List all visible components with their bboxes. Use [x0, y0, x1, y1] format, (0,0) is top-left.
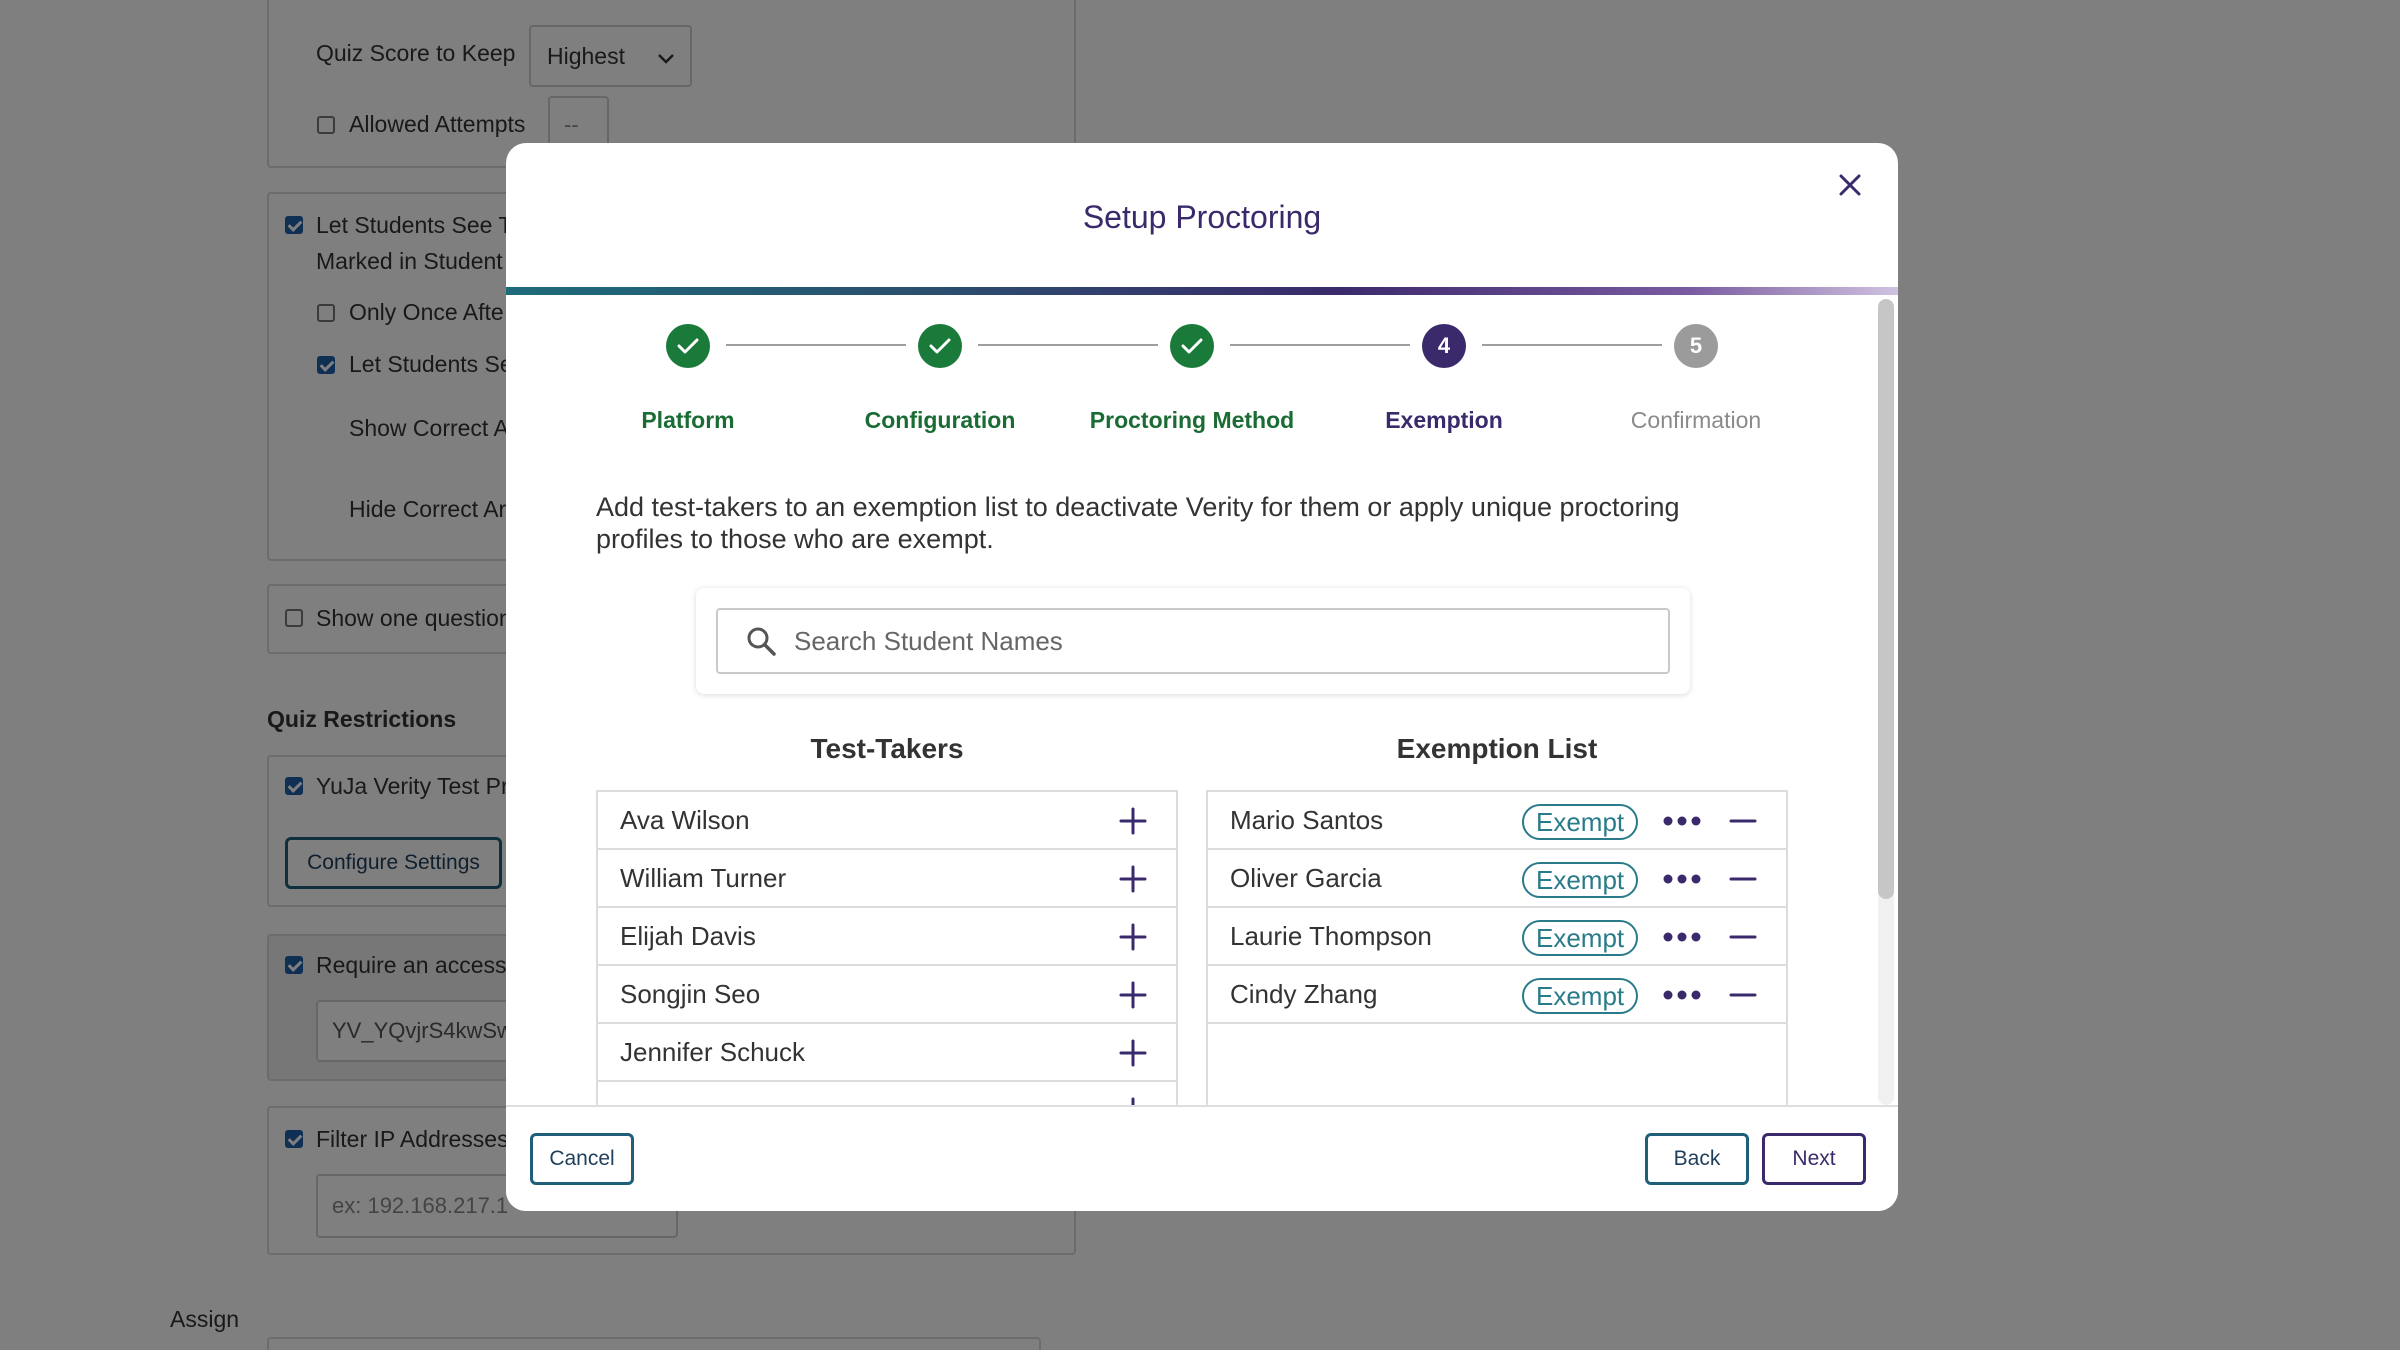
- step-3-circle: [1170, 324, 1214, 368]
- exemption-list-heading: Exemption List: [1396, 733, 1598, 764]
- more-options-icon[interactable]: [1660, 806, 1704, 836]
- list-item: Ava Wilson: [598, 792, 1176, 850]
- header-gradient-bar: [506, 287, 1898, 295]
- modal-body: 4 5 Platform Configuration Proctoring Me…: [506, 295, 1876, 1105]
- more-options-icon[interactable]: [1660, 922, 1704, 952]
- exempt-badge[interactable]: Exempt: [1522, 804, 1639, 840]
- add-student-button[interactable]: [1116, 920, 1150, 954]
- step-connector: [1482, 344, 1662, 346]
- list-item: Elijah Davis: [598, 908, 1176, 966]
- remove-student-button[interactable]: [1726, 862, 1760, 896]
- step-connector: [726, 344, 906, 346]
- modal-header: Setup Proctoring: [506, 143, 1898, 287]
- list-item: William Turner: [598, 850, 1176, 908]
- list-item: Oliver Garcia Exempt: [1208, 850, 1786, 908]
- test-takers-heading: Test-Takers: [810, 733, 964, 764]
- search-input[interactable]: [794, 625, 1594, 657]
- checkmark-icon: [677, 338, 699, 354]
- step-connector: [978, 344, 1158, 346]
- step-label-platform: Platform: [641, 407, 735, 433]
- step-label-proctoring-method: Proctoring Method: [1089, 407, 1295, 433]
- step-connector: [1230, 344, 1410, 346]
- setup-proctoring-modal: Setup Proctoring 4 5 Platform: [506, 143, 1898, 1211]
- student-name: Songjin Seo: [620, 978, 761, 1009]
- modal-scrollbar-thumb[interactable]: [1878, 299, 1894, 899]
- step-2-circle: [918, 324, 962, 368]
- list-item: Cindy Zhang Exempt: [1208, 966, 1786, 1024]
- add-student-button[interactable]: [1116, 978, 1150, 1012]
- list-item-partial: [598, 1082, 1176, 1105]
- search-icon: [747, 627, 776, 656]
- back-button[interactable]: Back: [1645, 1133, 1749, 1185]
- remove-student-button[interactable]: [1726, 978, 1760, 1012]
- search-box[interactable]: [716, 608, 1670, 674]
- cancel-button[interactable]: Cancel: [530, 1133, 634, 1185]
- checkmark-icon: [929, 338, 951, 354]
- student-name: Laurie Thompson: [1230, 920, 1432, 951]
- search-container: [696, 588, 1690, 694]
- close-icon: [1839, 174, 1861, 201]
- exemption-list: Mario Santos Exempt Oliver Garcia Exempt…: [1206, 790, 1788, 1105]
- student-name: Mario Santos: [1230, 804, 1384, 835]
- exempt-badge[interactable]: Exempt: [1522, 862, 1639, 898]
- add-student-button[interactable]: [1116, 804, 1150, 838]
- step-5-circle: 5: [1674, 324, 1718, 368]
- student-name: Elijah Davis: [620, 920, 756, 951]
- remove-student-button[interactable]: [1726, 804, 1760, 838]
- more-options-icon[interactable]: [1660, 864, 1704, 894]
- student-name: Jennifer Schuck: [620, 1036, 805, 1067]
- student-name: Ava Wilson: [620, 804, 750, 835]
- student-name: Oliver Garcia: [1230, 862, 1382, 893]
- list-item: Mario Santos Exempt: [1208, 792, 1786, 850]
- stepper: 4 5 Platform Configuration Proctoring Me…: [506, 295, 1876, 1105]
- step-label-exemption: Exemption: [1385, 407, 1503, 433]
- modal-title: Setup Proctoring: [1082, 199, 1322, 235]
- close-button[interactable]: [1826, 163, 1874, 211]
- remove-student-button[interactable]: [1726, 920, 1760, 954]
- list-item: Songjin Seo: [598, 966, 1176, 1024]
- exempt-badge[interactable]: Exempt: [1522, 978, 1639, 1014]
- step-4-circle: 4: [1422, 324, 1466, 368]
- add-student-button[interactable]: [1116, 862, 1150, 896]
- modal-footer: Cancel Back Next: [506, 1105, 1898, 1211]
- test-takers-list: Ava Wilson William Turner Elijah Davis S…: [596, 790, 1178, 1105]
- step-label-configuration: Configuration: [864, 407, 1016, 433]
- exemption-description: Add test-takers to an exemption list to …: [596, 492, 1680, 554]
- step-1-circle: [666, 324, 710, 368]
- student-name: William Turner: [620, 862, 787, 893]
- exempt-badge[interactable]: Exempt: [1522, 920, 1639, 956]
- list-item: Jennifer Schuck: [598, 1024, 1176, 1082]
- add-student-button[interactable]: [1116, 1036, 1150, 1070]
- list-item: Laurie Thompson Exempt: [1208, 908, 1786, 966]
- student-name: Cindy Zhang: [1230, 978, 1378, 1009]
- checkmark-icon: [1181, 338, 1203, 354]
- step-label-confirmation: Confirmation: [1630, 407, 1762, 433]
- next-button[interactable]: Next: [1762, 1133, 1866, 1185]
- add-student-button[interactable]: [1116, 1094, 1150, 1105]
- more-options-icon[interactable]: [1660, 980, 1704, 1010]
